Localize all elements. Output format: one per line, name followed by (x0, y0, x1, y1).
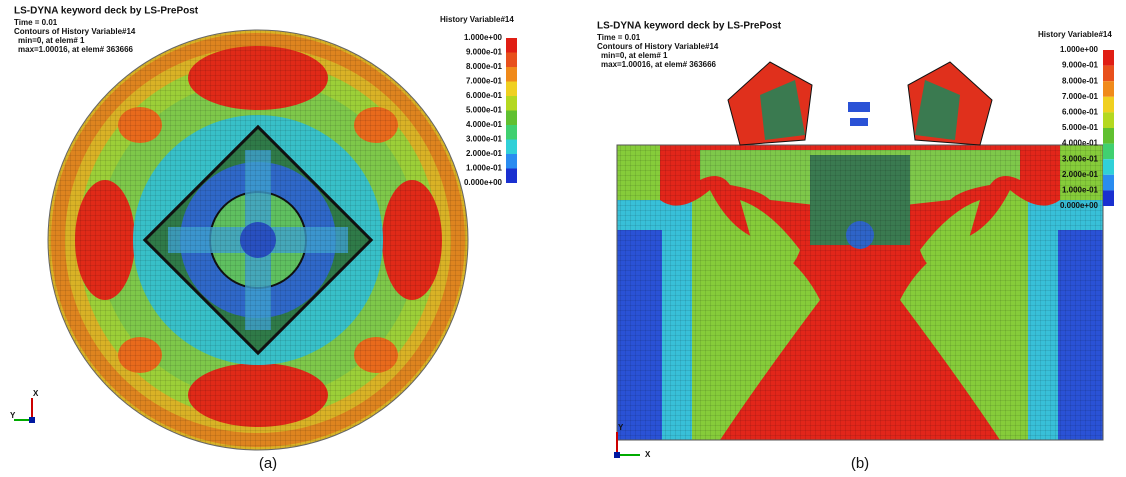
legend-swatch (1103, 128, 1114, 144)
legend-label: 9.000e-01 (1062, 61, 1099, 70)
legend-swatch (506, 38, 517, 53)
legend-swatch (506, 82, 517, 97)
legend-label: 5.000e-01 (466, 106, 503, 115)
legend-label: 8.000e-01 (466, 62, 503, 71)
legend-swatch (506, 154, 517, 169)
header-contours: Contours of History Variable#14 (597, 42, 719, 51)
legend-label: 8.000e-01 (1062, 76, 1099, 85)
figure: LS-DYNA keyword deck by LS-PrePostTime =… (0, 0, 1126, 477)
legend-swatch (506, 96, 517, 111)
legend-swatch (1103, 190, 1114, 206)
legend-label: 2.000e-01 (1062, 170, 1099, 179)
legend-swatch (506, 140, 517, 155)
header-min: min=0, at elem# 1 (18, 36, 85, 45)
legend-label: 0.000e+00 (1060, 201, 1099, 210)
legend-title: History Variable#14 (1038, 30, 1112, 39)
legend-swatch (506, 125, 517, 140)
legend-label: 4.000e-01 (1062, 139, 1099, 148)
legend-label: 7.000e-01 (466, 77, 503, 86)
legend-label: 5.000e-01 (1062, 123, 1099, 132)
caption: (a) (259, 455, 277, 472)
legend-label: 7.000e-01 (1062, 92, 1099, 101)
contour-plot-b (617, 62, 1103, 440)
legend-swatch (1103, 159, 1114, 175)
legend-swatch (1103, 50, 1114, 66)
legend-label: 1.000e-01 (466, 164, 503, 173)
legend-label: 1.000e-01 (1062, 186, 1099, 195)
header-title: LS-DYNA keyword deck by LS-PrePost (14, 6, 199, 17)
legend-swatch (506, 67, 517, 82)
legend-label: 9.000e-01 (466, 48, 503, 57)
legend-swatch (1103, 175, 1114, 191)
legend-label: 0.000e+00 (464, 178, 503, 187)
legend-label: 2.000e-01 (466, 149, 503, 158)
axis-label: X (33, 389, 39, 398)
legend-swatch (506, 53, 517, 68)
header-max: max=1.00016, at elem# 363666 (18, 45, 134, 54)
legend-swatch (1103, 144, 1114, 160)
header-time: Time = 0.01 (14, 18, 58, 27)
contour-plot-a (0, 0, 560, 477)
legend-swatch (506, 169, 517, 184)
axis-label: Y (10, 411, 16, 420)
legend-label: 1.000e+00 (1060, 45, 1099, 54)
legend-swatch (506, 111, 517, 126)
header-min: min=0, at elem# 1 (601, 51, 668, 60)
legend-label: 6.000e-01 (1062, 108, 1099, 117)
legend-swatch (1103, 66, 1114, 82)
legend-label: 6.000e-01 (466, 91, 503, 100)
caption: (b) (851, 455, 869, 472)
header-title: LS-DYNA keyword deck by LS-PrePost (597, 21, 782, 32)
legend-swatch (1103, 112, 1114, 128)
axis-triad-a (14, 398, 35, 423)
legend-label: 3.000e-01 (466, 135, 503, 144)
header-max: max=1.00016, at elem# 363666 (601, 60, 717, 69)
header-time: Time = 0.01 (597, 33, 641, 42)
legend-swatch (1103, 81, 1114, 97)
axis-label: Y (618, 423, 624, 432)
legend-label: 3.000e-01 (1062, 154, 1099, 163)
legend-swatch (1103, 97, 1114, 113)
legend-label: 4.000e-01 (466, 120, 503, 129)
axis-label: X (645, 450, 651, 459)
legend-label: 1.000e+00 (464, 33, 503, 42)
legend-title: History Variable#14 (440, 15, 514, 24)
header-contours: Contours of History Variable#14 (14, 27, 136, 36)
